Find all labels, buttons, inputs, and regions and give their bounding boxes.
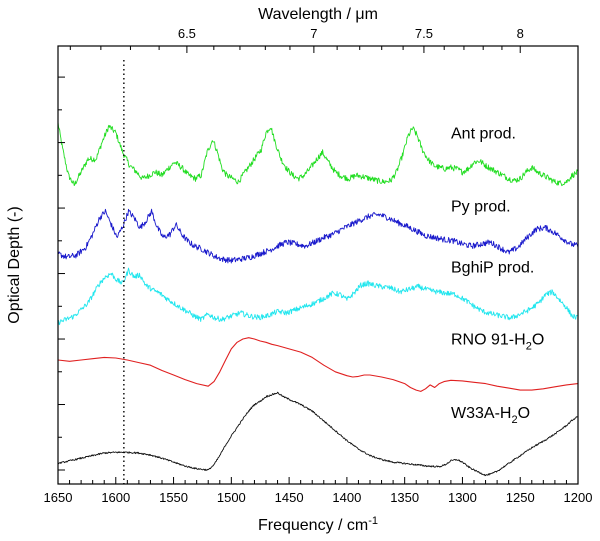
series-line-0 [58,121,578,187]
series-layer [58,121,578,477]
series-label-3: RNO 91-H2O [451,332,544,353]
series-label-4: W33A-H2O [451,405,530,426]
x-tick-label: 1300 [448,490,477,505]
series-line-4 [58,391,578,477]
top-tick-label: 7.5 [415,26,433,41]
top-tick-label: 6.5 [178,26,196,41]
top-tick-label: 7 [310,26,317,41]
x-tick-label: 1400 [332,490,361,505]
series-label-0: Ant prod. [451,125,516,142]
x-axis-title: Frequency / cm-1 [258,515,378,534]
series-labels: Ant prod. Py prod. BghiP prod. RNO 91-H2O W3… [451,125,544,426]
top-axis: 6.5 7 7.5 8 [69,26,524,53]
y-axis-title: Optical Depth (-) [6,206,23,323]
series-line-3 [58,337,578,392]
x-tick-label: 1450 [275,490,304,505]
left-axis [58,76,65,471]
top-axis-title: Wavelength / μm [258,6,378,23]
series-label-2: BghiP prod. [451,260,534,277]
bottom-axis: 1650 1600 1550 1500 1450 1400 1350 1300 1250 1200 [44,477,593,505]
series-line-1 [58,208,578,264]
series-label-1: Py prod. [451,198,511,215]
x-tick-label: 1200 [564,490,593,505]
x-tick-label: 1500 [217,490,246,505]
x-tick-label: 1350 [390,490,419,505]
x-tick-label: 1250 [506,490,535,505]
plot-frame [57,45,579,485]
top-tick-label: 8 [517,26,524,41]
x-tick-label: 1650 [44,490,73,505]
x-tick-label: 1600 [101,490,130,505]
x-tick-label: 1550 [159,490,188,505]
series-line-2 [58,267,578,326]
